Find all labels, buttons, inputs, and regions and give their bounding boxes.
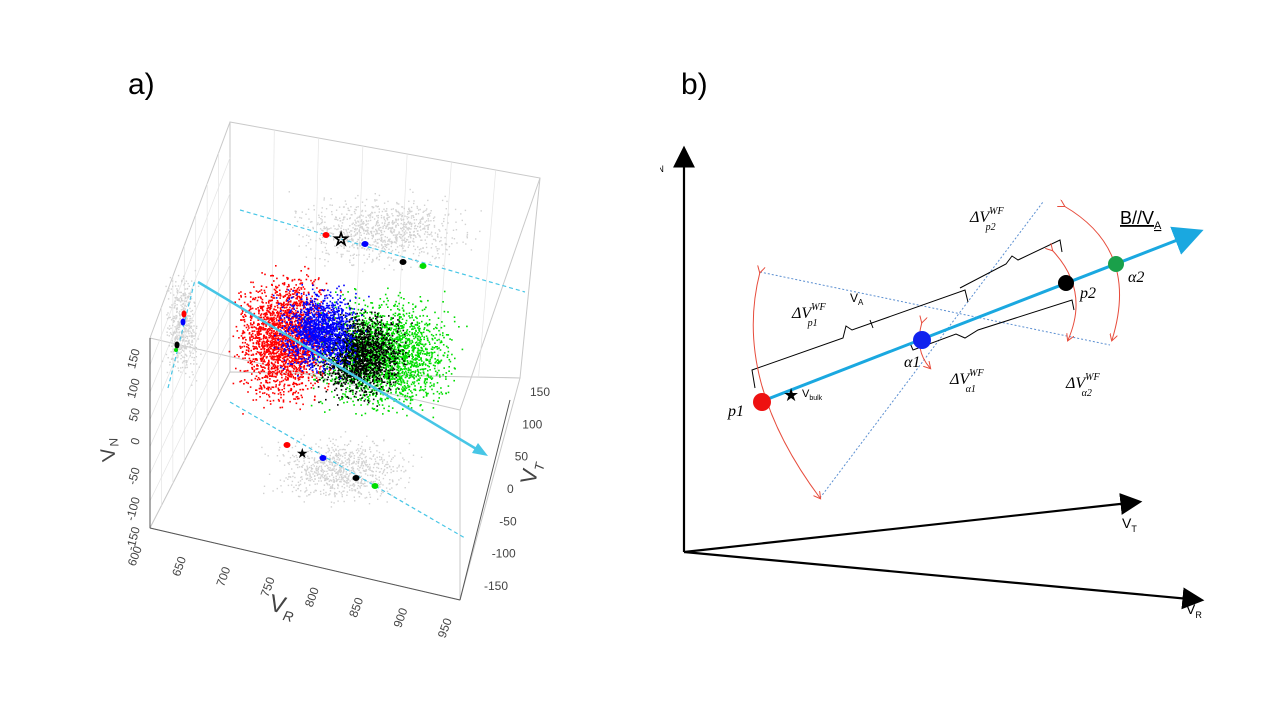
arc-p2 (1052, 250, 1077, 340)
delta-label-p1: ΔVWF p1 (791, 302, 827, 329)
bracket-p1-2 (869, 319, 874, 329)
marker-left-alpha2 (174, 348, 178, 352)
point-p2 (1058, 275, 1074, 291)
axis-vr-tick-2: 700 (213, 565, 233, 589)
axis-vr-tick-7: 950 (435, 616, 455, 640)
axis-vt-line (683, 492, 1143, 554)
b-field-line (759, 226, 1204, 404)
panel-a-3d-scatter: ☆ ★ 600 650 700 750 800 850 900 950 VR 150 100 50… (95, 121, 550, 640)
marker-top-alpha2 (419, 263, 427, 269)
axis-vn-tick-4: -50 (125, 466, 143, 487)
axis-vn-tick-3: 0 (128, 436, 143, 446)
dotted-guides (759, 201, 1111, 499)
marker-top-vbulk-star: ☆ (333, 229, 349, 249)
marker-bottom-p1 (283, 442, 291, 448)
vbulk-star: ★ (783, 385, 799, 405)
axis-vt (459, 399, 511, 601)
axis-vt-label: VT (1122, 515, 1137, 534)
delta-label-alpha2: ΔVWF α2 (1065, 372, 1101, 399)
axis-vn-tick-2: 50 (126, 406, 143, 423)
bracket-p2 (959, 239, 1063, 289)
axis-vt-tick-labels: 150 100 50 0 -50 -100 -150 (484, 385, 550, 593)
axis-vt-tick-5: -100 (492, 547, 516, 561)
label-p2: p2 (1079, 285, 1096, 302)
marker-bottom-vbulk-star: ★ (296, 445, 309, 461)
axis-vr-tick-3: 750 (258, 575, 278, 599)
point-alpha2 (1108, 256, 1124, 272)
bracket-alpha1 (909, 299, 1075, 351)
arc-p1 (752, 272, 820, 498)
marker-left-p2 (174, 341, 180, 349)
projection-line-top (239, 209, 526, 293)
marker-left-alpha1 (180, 318, 186, 326)
axis-vt-tick-1: 100 (522, 417, 542, 431)
marker-bottom-alpha1 (319, 455, 327, 461)
point-alpha1 (913, 331, 931, 349)
marker-top-p2 (399, 259, 407, 265)
delta-label-p2: ΔVWF p2 (969, 206, 1005, 233)
axis-vt-tick-4: -50 (499, 514, 517, 528)
axis-vr (149, 527, 461, 601)
projection-line-left (167, 279, 196, 389)
axis-vr-tick-6: 900 (391, 606, 411, 630)
axis-vr-title: VR (266, 590, 299, 625)
axis-vn-title: VN (95, 437, 124, 463)
marker-top-p1 (322, 232, 330, 238)
projection-cloud-bottom (261, 431, 423, 508)
marker-left-p1 (181, 310, 187, 318)
thermal-arcs (752, 206, 1120, 498)
axis-vr-tick-5: 850 (346, 595, 366, 619)
marker-top-alpha1 (361, 241, 369, 247)
label-va: VA (850, 291, 864, 307)
point-p1 (753, 393, 771, 411)
axis-vr-label: VR (1186, 601, 1202, 620)
axis-vn-tick-5: -100 (123, 495, 143, 522)
axis-vn-label: VN (660, 155, 664, 174)
delta-label-alpha1: ΔVWF α1 (949, 368, 985, 395)
axis-vn-tick-1: 100 (124, 377, 143, 400)
coordinate-axes (673, 145, 1205, 610)
projected-markers: ☆ ★ (174, 228, 427, 489)
label-alpha1: α1 (904, 354, 920, 371)
axis-vn-tick-0: 150 (124, 347, 143, 370)
axis-vn-tick-6: -150 (123, 525, 143, 552)
projection-clouds (161, 188, 482, 508)
projection-cloud-top (285, 188, 482, 273)
projection-cloud-left (161, 269, 202, 386)
axis-vr-line (683, 550, 1205, 610)
bracket-p1 (751, 289, 969, 389)
axis-vr-tick-1: 650 (169, 554, 189, 578)
axis-vr-tick-0: 600 (125, 544, 145, 568)
label-vbulk: Vbulk (802, 388, 823, 402)
axis-vt-tick-0: 150 (530, 385, 550, 399)
axis-vr-tick-labels: 600 650 700 750 800 850 900 950 (125, 544, 455, 640)
marker-bottom-alpha2 (371, 483, 379, 489)
axis-vt-title: VT (515, 458, 547, 487)
projection-line-bottom (229, 401, 466, 539)
marker-bottom-p2 (352, 475, 360, 481)
panel-b-schematic: VN VT VR ★ p1 α1 (660, 145, 1205, 620)
panel-a-label: a) (128, 68, 155, 101)
panel-b-label: b) (681, 68, 708, 101)
axis-vr-tick-4: 800 (302, 585, 322, 609)
label-b-va: B//VA (1120, 208, 1162, 232)
axis-vt-tick-2: 50 (515, 450, 529, 464)
axis-vt-tick-3: 0 (507, 482, 514, 496)
b-field-arrow (197, 280, 488, 456)
axis-vn-tick-labels: 150 100 50 0 -50 -100 -150 (123, 347, 143, 552)
axis-vt-tick-6: -150 (484, 579, 508, 593)
label-alpha2: α2 (1128, 269, 1144, 286)
projection-lines (167, 209, 526, 539)
label-p1: p1 (727, 403, 744, 420)
